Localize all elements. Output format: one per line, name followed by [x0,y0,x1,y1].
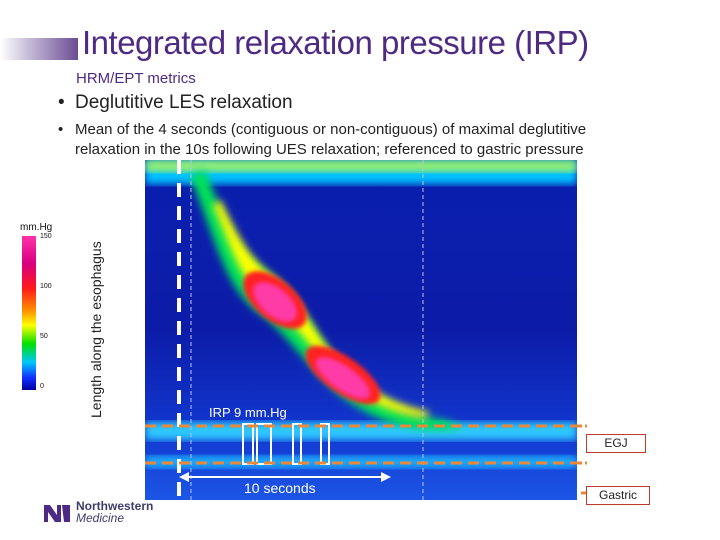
ten-seconds-label: 10 seconds [244,480,316,496]
colorbar [22,236,36,390]
logo-line2: Medicine [76,511,125,525]
logo-line1: Northwestern [76,499,154,513]
gastric-label-box: Gastric [586,486,650,505]
northwestern-medicine-logo-icon [44,505,70,522]
bullet-deglutitive: • Deglutitive LES relaxation [58,92,293,114]
esleeve-box-3 [292,423,302,465]
bullet-mean-definition: • Mean of the 4 seconds (contiguous or no… [58,120,698,160]
title-accent-bar [0,38,78,60]
wave-magenta-lower [315,357,371,399]
arrow-left-head [179,472,189,482]
ues-band-core [145,160,577,172]
bullet-sub-text1: Mean of the 4 seconds (contiguous or non… [75,121,587,138]
egj-label-box: EGJ [586,434,646,453]
slide-title: Integrated relaxation pressure (IRP) [82,24,589,61]
arrow-right-head [381,472,391,482]
wave-magenta-upper [253,282,297,322]
bullet-dot-icon: • [58,92,65,113]
colorbar-unit: mm.Hg [20,222,53,233]
colorbar-tick-100: 100 [40,283,52,290]
y-axis-label: Length along the esophagus [88,241,104,418]
bullet-sub-text2: relaxation in the 10s following UES rela… [75,141,584,158]
bullet-main-text: Deglutitive LES relaxation [75,92,293,113]
bullet-dot-icon: • [58,121,64,138]
bullet-sub-line1: • Mean of the 4 seconds (contiguous or no… [58,121,586,138]
colorbar-tick-50: 50 [40,333,48,340]
colorbar-tick-150: 150 [40,233,52,240]
colorbar-tick-0: 0 [40,383,44,390]
logo-text: Northwestern Medicine [76,500,153,524]
pressure-topography-plot [145,160,577,500]
slide-subtitle: HRM/EPT metrics [76,70,196,87]
irp-value-label: IRP 9 mm.Hg [209,405,287,420]
